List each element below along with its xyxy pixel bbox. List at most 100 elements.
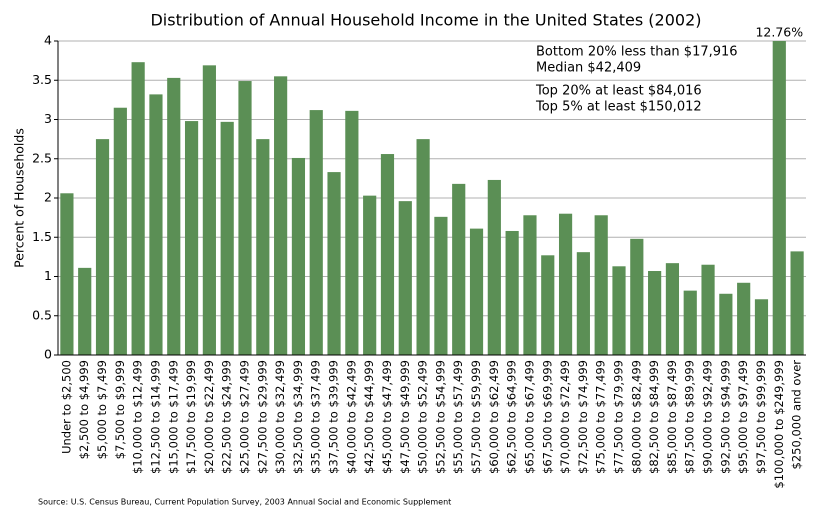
x-tick-label: $52,500 to $54,999 <box>433 360 447 474</box>
bar <box>576 252 590 355</box>
bar <box>523 215 537 355</box>
x-tick-label: $72,500 to $74,999 <box>576 360 590 474</box>
bar <box>683 290 697 355</box>
x-tick-label: $85,000 to $87,499 <box>665 360 679 474</box>
x-tick-label: $12,500 to $14,999 <box>148 360 162 474</box>
bar <box>719 293 733 355</box>
x-tick-label: $100,000 to $249,999 <box>772 360 786 489</box>
x-tick-label: $35,000 to $37,499 <box>309 360 323 474</box>
bar <box>256 139 270 355</box>
x-tick-label: $27,500 to $29,999 <box>255 360 269 474</box>
bar <box>648 271 662 355</box>
x-tick-label: $77,500 to $79,999 <box>612 360 626 474</box>
x-tick-label: $87,500 to $89,999 <box>683 360 697 474</box>
bar <box>754 299 769 355</box>
annotation: Top 20% at least $84,016 <box>535 84 702 99</box>
x-tick-label: $45,000 to $47,499 <box>380 360 394 474</box>
x-tick-label: $67,500 to $69,999 <box>540 360 554 474</box>
value-label: 12.76% <box>755 25 803 40</box>
bar <box>630 238 644 355</box>
bar <box>772 41 786 355</box>
x-tick-label: $62,500 to $64,999 <box>505 360 519 474</box>
x-tick-label: $250,000 and over <box>790 360 804 470</box>
bar <box>113 107 127 355</box>
bar <box>202 65 216 355</box>
x-tick-label: $90,000 to $92,499 <box>701 360 715 474</box>
x-tick-label: $7,500 to $9,999 <box>113 360 127 459</box>
x-tick-label: Under to $2,500 <box>59 360 73 454</box>
x-tick-label: $37,500 to $39,999 <box>327 360 341 474</box>
x-tick-label: $75,000 to $77,499 <box>594 360 608 474</box>
bar <box>291 157 306 355</box>
x-tick-label: $30,000 to $32,499 <box>273 360 287 474</box>
chart-title: Distribution of Annual Household Income … <box>150 11 701 30</box>
x-tick-label: $17,500 to $19,999 <box>184 360 198 474</box>
x-tick-label: $42,500 to $44,999 <box>362 360 376 474</box>
bar <box>345 110 359 355</box>
y-tick-label: 1 <box>44 268 52 283</box>
annotation: Median $42,409 <box>536 61 641 76</box>
bar <box>327 172 341 355</box>
bar <box>665 263 680 355</box>
x-tick-label: $2,500 to $4,999 <box>77 360 91 459</box>
x-tick-label: $20,000 to $22,499 <box>202 360 216 474</box>
bar <box>469 228 484 355</box>
bars <box>60 41 804 355</box>
bar <box>238 81 252 355</box>
annotation: Top 5% at least $150,012 <box>535 100 702 115</box>
x-tick-label: $55,000 to $57,499 <box>451 360 465 474</box>
x-tick-label: $95,000 to $97,499 <box>736 360 750 474</box>
bar <box>701 264 715 355</box>
bar <box>363 195 377 355</box>
x-tick-label: $47,500 to $49,999 <box>398 360 412 474</box>
bar <box>95 139 110 355</box>
bar <box>558 213 573 355</box>
x-tick-label: $40,000 to $42,499 <box>344 360 358 474</box>
annotation: Bottom 20% less than $17,916 <box>536 45 738 60</box>
bar <box>309 110 323 355</box>
x-tick-label: $70,000 to $72,499 <box>558 360 572 474</box>
x-tick-label: $22,500 to $24,999 <box>220 360 234 474</box>
x-tick-label: $25,000 to $27,499 <box>238 360 252 474</box>
bar <box>737 282 751 355</box>
y-tick-label: 0.5 <box>32 307 52 322</box>
bar <box>541 255 555 355</box>
x-tick-label: $15,000 to $17,499 <box>166 360 180 474</box>
x-tick-label: $32,500 to $34,999 <box>291 360 305 474</box>
bar <box>790 251 804 355</box>
x-tick-label: $50,000 to $52,499 <box>416 360 430 474</box>
bar <box>220 121 234 355</box>
bar <box>78 267 92 355</box>
x-tick-label: $60,000 to $62,499 <box>487 360 501 474</box>
bar <box>274 76 288 355</box>
x-tick-label: $80,000 to $82,499 <box>629 360 643 474</box>
source-note: Source: U.S. Census Bureau, Current Popu… <box>38 498 451 507</box>
bar <box>612 266 626 355</box>
bar <box>505 230 519 355</box>
x-tick-label: $97,500 to $99,999 <box>754 360 768 474</box>
y-tick-label: 3 <box>44 111 52 126</box>
bar <box>60 193 74 355</box>
y-tick-label: 2 <box>44 190 52 205</box>
y-axis-label: Percent of Households <box>12 128 27 268</box>
bar <box>487 179 501 355</box>
y-tick-label: 0 <box>44 347 52 362</box>
bar <box>594 215 608 355</box>
y-tick-label: 3.5 <box>32 72 52 87</box>
x-tick-label: $92,500 to $94,999 <box>718 360 732 474</box>
bar <box>452 183 466 355</box>
bar <box>434 216 448 355</box>
x-tick-label: $5,000 to $7,499 <box>95 360 109 459</box>
bar <box>416 139 430 355</box>
bar <box>167 77 181 355</box>
bar <box>184 121 199 355</box>
bar <box>380 154 395 355</box>
y-tick-label: 2.5 <box>32 150 52 165</box>
x-tick-label: $57,500 to $59,999 <box>469 360 483 474</box>
y-tick-label: 1.5 <box>32 229 52 244</box>
grid <box>58 40 806 356</box>
x-tick-label: $82,500 to $84,999 <box>647 360 661 474</box>
y-tick-label: 4 <box>44 33 52 48</box>
bar <box>149 94 163 355</box>
